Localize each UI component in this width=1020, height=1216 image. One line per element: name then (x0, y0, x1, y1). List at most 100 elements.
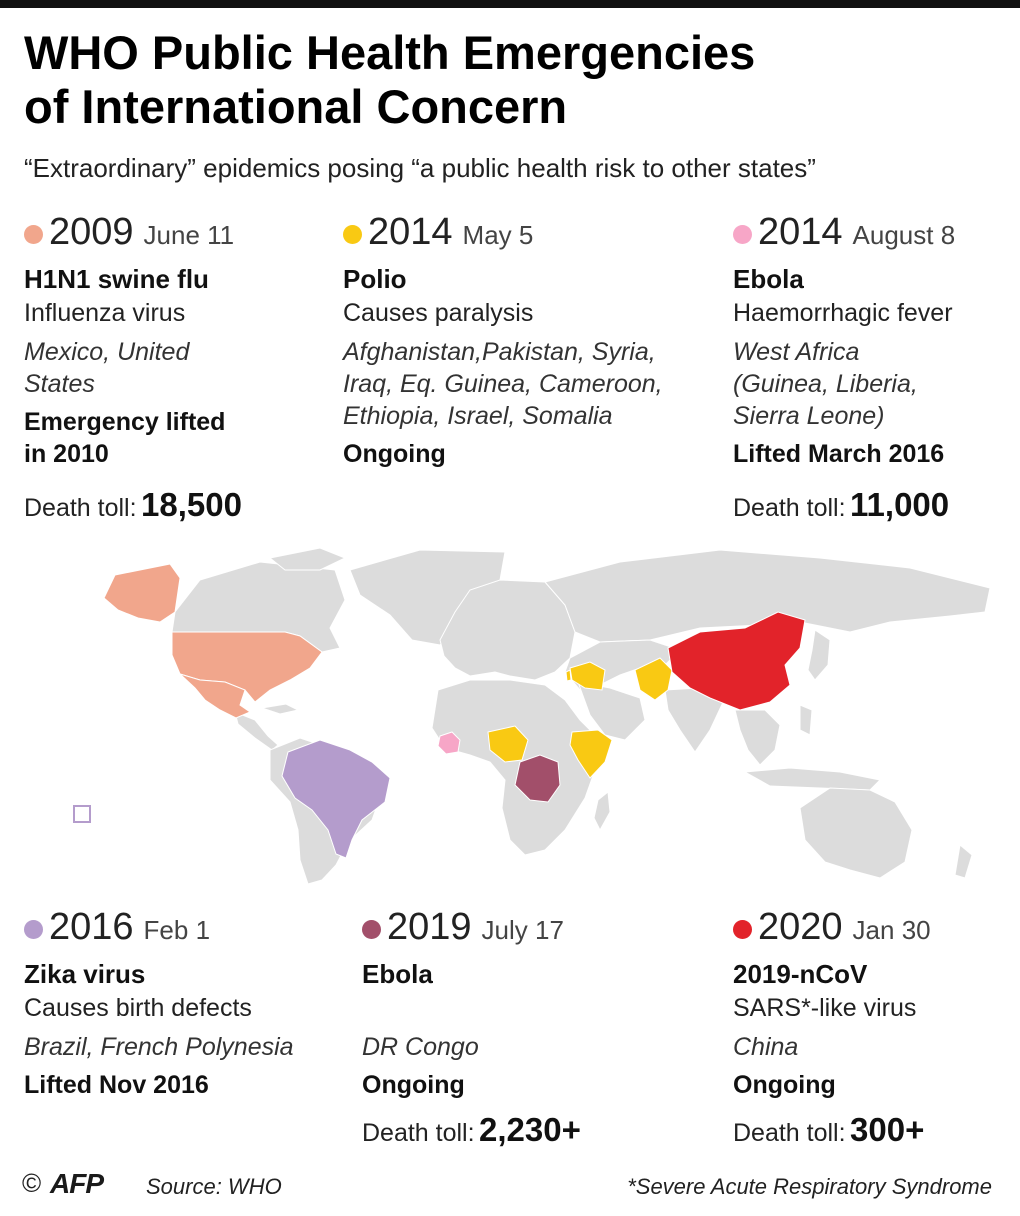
status-line: Ongoing (733, 1071, 836, 1099)
title-line-1: WHO Public Health Emergencies (24, 26, 756, 79)
emergency-card-ncov: 2020 Jan 30 2019-nCoV SARS*-like virus C… (733, 905, 1013, 1149)
title-line-2: of International Concern (24, 80, 568, 133)
west-africa-ebola-shape (437, 731, 461, 755)
page-title: WHO Public Health Emergencies of Interna… (24, 26, 984, 134)
central-america-shape (234, 711, 279, 751)
death-toll-value: 11,000 (850, 486, 950, 523)
card-year: 2019 (387, 906, 472, 948)
emergency-status: Emergency lifted in 2010 (24, 406, 344, 470)
emergency-status: Lifted Nov 2016 (24, 1069, 344, 1101)
disease-name: Ebola (362, 959, 433, 989)
philippines-shape (799, 704, 813, 736)
disease-name: 2019-nCoV (733, 959, 868, 989)
arabia-shape (577, 681, 646, 741)
card-date: June 11 (143, 220, 235, 250)
north-asia-shape (544, 549, 991, 643)
australia-shape (799, 787, 913, 879)
china-shape (667, 611, 806, 711)
status-line: Ongoing (343, 440, 446, 468)
europe-shape (439, 579, 576, 681)
place-line: (Guinea, Liberia, (733, 370, 918, 398)
legend-dot-icon (24, 919, 43, 939)
mexico-shape (179, 673, 252, 719)
footnote: *Severe Acute Respiratory Syndrome (627, 1174, 992, 1199)
place-line: DR Congo (362, 1033, 479, 1061)
disease-type: SARS*-like virus (733, 994, 917, 1022)
world-map (73, 547, 991, 885)
place-line: West Africa (733, 338, 860, 366)
nigeria-cameroon-shape (487, 725, 529, 763)
emergency-status: Ongoing (343, 438, 723, 470)
emergency-status: Ongoing (362, 1069, 682, 1101)
disease-type: Causes birth defects (24, 994, 252, 1022)
card-date: July 17 (481, 915, 564, 945)
affected-places: West Africa (Guinea, Liberia, Sierra Leo… (733, 336, 1013, 432)
card-header: 2020 Jan 30 (733, 905, 1013, 949)
card-date: Feb 1 (143, 915, 211, 945)
death-toll-value: 300+ (850, 1111, 925, 1148)
status-line: Lifted Nov 2016 (24, 1071, 209, 1099)
disease-type: Haemorrhagic fever (733, 299, 953, 327)
source-credit: Source: WHO (146, 1174, 282, 1199)
usa-shape (171, 631, 323, 703)
affected-places: Brazil, French Polynesia (24, 1031, 344, 1063)
ethiopia-somalia-shape (569, 729, 613, 779)
death-toll: Death toll: 18,500 (24, 486, 344, 524)
emergency-status: Ongoing (733, 1069, 1013, 1101)
french-polynesia-marker-icon (73, 805, 91, 823)
card-header: 2016 Feb 1 (24, 905, 344, 949)
death-toll-value: 2,230+ (479, 1111, 581, 1148)
legend-dot-icon (24, 224, 43, 244)
death-toll-label: Death toll: (733, 1119, 846, 1147)
emergency-card-ebola-2014: 2014 August 8 Ebola Haemorrhagic fever W… (733, 210, 1013, 524)
death-toll-value: 18,500 (141, 486, 242, 523)
footer: © AFP Source: WHO *Severe Acute Respirat… (0, 1166, 1020, 1206)
card-year: 2020 (758, 906, 843, 948)
legend-dot-icon (733, 919, 752, 939)
death-toll-label: Death toll: (24, 494, 137, 522)
japan-shape (807, 629, 831, 681)
top-rule (0, 0, 1020, 8)
legend-dot-icon (362, 919, 381, 939)
card-year: 2014 (368, 211, 453, 253)
card-year: 2016 (49, 906, 134, 948)
death-toll: Death toll: 300+ (733, 1111, 1013, 1149)
disease-name: Polio (343, 264, 407, 294)
emergency-card-zika: 2016 Feb 1 Zika virus Causes birth defec… (24, 905, 344, 1101)
dr-congo-shape (514, 754, 561, 803)
death-toll-label: Death toll: (362, 1119, 475, 1147)
place-line: Afghanistan,Pakistan, Syria, (343, 338, 656, 366)
status-line: Lifted March 2016 (733, 440, 945, 468)
arctic-islands-shape (268, 547, 347, 571)
card-date: May 5 (462, 220, 534, 250)
card-year: 2014 (758, 211, 843, 253)
card-date: August 8 (852, 220, 956, 250)
place-line: Iraq, Eq. Guinea, Cameroon, (343, 370, 663, 398)
affected-places: Mexico, United States (24, 336, 344, 400)
disease-name: H1N1 swine flu (24, 264, 209, 294)
emergency-card-h1n1: 2009 June 11 H1N1 swine flu Influenza vi… (24, 210, 344, 524)
card-year: 2009 (49, 211, 134, 253)
disease-type: Causes paralysis (343, 299, 534, 327)
caribbean-shape (261, 703, 300, 715)
afp-logo: AFP (50, 1168, 104, 1199)
emergency-card-polio: 2014 May 5 Polio Causes paralysis Afghan… (343, 210, 723, 470)
israel-shape (565, 669, 572, 682)
affected-places: China (733, 1031, 1013, 1063)
place-line: States (24, 370, 95, 398)
card-header: 2019 July 17 (362, 905, 682, 949)
land-masses (171, 547, 991, 885)
place-line: Ethiopia, Israel, Somalia (343, 402, 613, 430)
madagascar-shape (593, 791, 611, 832)
disease-name: Ebola (733, 264, 804, 294)
disease-name: Zika virus (24, 959, 146, 989)
copyright-icon: © (22, 1168, 42, 1198)
place-line: Brazil, French Polynesia (24, 1033, 294, 1061)
status-line: Ongoing (362, 1071, 465, 1099)
brazil-shape (281, 739, 391, 859)
afghanistan-pakistan-shape (634, 657, 673, 701)
status-line: Emergency lifted (24, 408, 226, 436)
place-line: Sierra Leone) (733, 402, 885, 430)
card-header: 2014 May 5 (343, 210, 723, 254)
death-toll-label: Death toll: (733, 494, 846, 522)
